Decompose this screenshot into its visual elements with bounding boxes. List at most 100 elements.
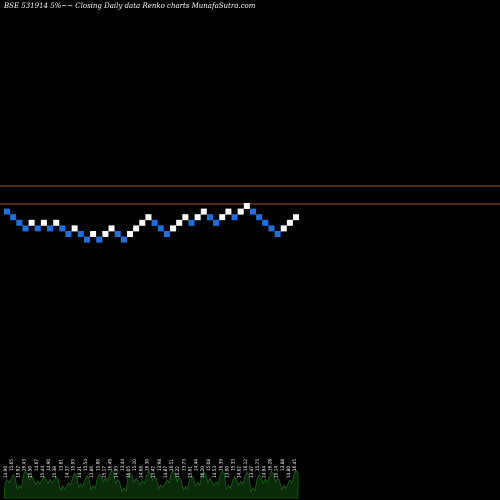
volume-label: 14.68 [138, 466, 143, 478]
volume-label: 13.44 [120, 459, 125, 471]
renko-brick-down [206, 214, 213, 221]
renko-brick-down [213, 219, 220, 226]
volume-label: 13.88 [280, 459, 285, 471]
renko-brick-down [16, 219, 23, 226]
volume-label: 16.45 [292, 459, 297, 471]
volume-label: 16.51 [169, 459, 174, 471]
volume-label: 15.75 [255, 459, 260, 471]
renko-brick-down [157, 225, 164, 232]
renko-brick-down [4, 208, 10, 215]
volume-label: 16.05 [126, 466, 131, 478]
renko-brick-up [194, 214, 201, 221]
renko-brick-up [53, 219, 60, 226]
volume-label: 16.43 [22, 459, 27, 471]
volume-label: 15.22 [175, 466, 180, 478]
volume-area-path [3, 469, 299, 499]
renko-brick-up [108, 225, 115, 232]
volume-label: 15.08 [206, 459, 211, 471]
renko-brick-down [262, 219, 269, 226]
renko-brick-up [243, 203, 250, 209]
volume-label: 13.90 [224, 466, 229, 478]
renko-brick-down [65, 231, 72, 237]
volume-label: 14.90 [3, 466, 8, 478]
volume-label: 16.28 [267, 459, 272, 471]
volume-label: 14.21 [77, 466, 82, 478]
volume-label: 15.38 [52, 466, 57, 478]
renko-brick-up [139, 219, 146, 226]
volume-label: 16.30 [145, 459, 150, 471]
renko-brick-up [145, 214, 152, 221]
renko-brick-up [176, 219, 183, 226]
volume-label: 15.42 [151, 466, 156, 478]
volume-label: 13.73 [181, 459, 186, 471]
renko-brick-down [188, 219, 195, 226]
volume-label: 16.39 [218, 459, 223, 471]
volume-label: 15.54 [83, 459, 88, 471]
volume-label: 15.50 [28, 466, 33, 478]
renko-bricks [4, 203, 300, 243]
renko-brick-up [133, 225, 140, 232]
renko-brick-down [59, 225, 66, 232]
volume-label: 16.12 [243, 459, 248, 471]
renko-brick-up [102, 231, 109, 237]
volume-label: 15.14 [274, 466, 279, 478]
volume-label: 15.80 [95, 459, 100, 471]
renko-brick-down [250, 208, 256, 215]
renko-brick-up [71, 225, 78, 232]
volume-label: 15.93 [71, 459, 76, 471]
renko-brick-down [151, 219, 158, 226]
renko-brick-up [286, 219, 293, 226]
renko-brick-down [274, 231, 281, 237]
volume-area [3, 469, 299, 499]
renko-brick-down [47, 225, 54, 232]
volume-label: 13.98 [157, 459, 162, 471]
renko-brick-down [231, 214, 238, 221]
renko-brick-down [268, 225, 275, 232]
volume-label: 14.37 [65, 466, 70, 478]
volume-label: 15.44 [40, 466, 45, 478]
renko-brick-up [182, 214, 189, 221]
volume-label: 14.80 [286, 466, 291, 478]
volume-label: 14.62 [237, 466, 242, 478]
volume-label: 15.61 [188, 466, 193, 478]
renko-brick-up [219, 214, 226, 221]
volume-label: 14.90 [46, 459, 51, 471]
volume-label: 15.33 [231, 459, 236, 471]
volume-label: 14.44 [194, 459, 199, 471]
renko-brick-down [22, 225, 29, 232]
volume-label: 13.47 [249, 466, 254, 478]
reference-lines [0, 185, 500, 205]
volume-label: 15.65 [9, 459, 14, 471]
chart-title: BSE 531914 5%~~ Closing Daily data Renko… [4, 2, 256, 10]
volume-label: 13.81 [58, 459, 63, 471]
renko-brick-down [120, 236, 127, 243]
renko-brick-down [77, 231, 84, 237]
renko-brick-up [280, 225, 287, 232]
volume-label: 15.17 [101, 466, 106, 478]
renko-brick-up [200, 208, 207, 215]
volume-label: 14.67 [34, 459, 39, 471]
renko-brick-down [163, 231, 170, 237]
volume-label: 14.93 [114, 466, 119, 478]
renko-brick-down [114, 231, 121, 237]
volume-label: 13.86 [89, 466, 94, 478]
volume-label: 16.49 [108, 459, 113, 471]
renko-brick-down [256, 214, 263, 221]
renko-brick-down [96, 236, 103, 243]
volume-label: 14.94 [261, 466, 266, 478]
renko-brick-up [293, 214, 300, 221]
renko-brick-up [40, 219, 47, 226]
renko-brick-down [34, 225, 41, 232]
renko-brick-up [237, 208, 244, 215]
renko-brick-up [90, 231, 97, 237]
volume-label: 13.92 [15, 466, 20, 478]
volume-label: 14.87 [163, 466, 168, 478]
renko-brick-up [127, 231, 133, 237]
renko-brick-down [10, 214, 17, 221]
renko-brick-up [225, 208, 232, 215]
volume-label: 15.10 [132, 459, 137, 471]
renko-brick-up [170, 225, 177, 232]
volume-label: 14.53 [212, 466, 217, 478]
